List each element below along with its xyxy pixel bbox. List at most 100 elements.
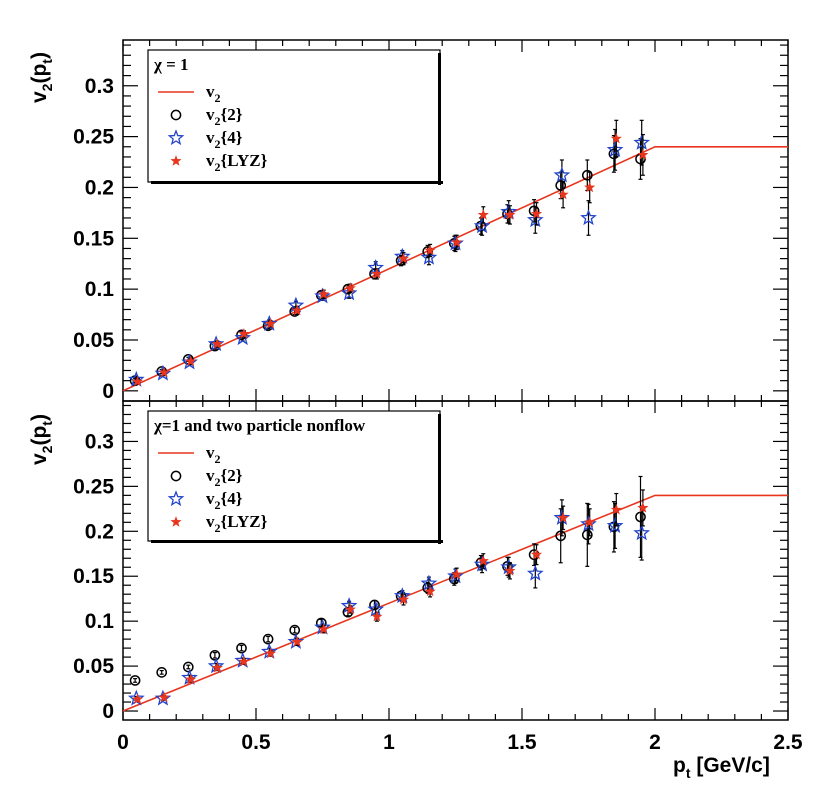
- bottom-v2-lyz-point: [371, 610, 383, 622]
- top-legend-shadow: [438, 53, 441, 185]
- top-v2-4-point: [580, 209, 597, 226]
- top-legend-box: [147, 49, 441, 183]
- bottom-v2-lyz-point: [264, 647, 277, 659]
- bottom-v2-lyz-point: [344, 603, 356, 615]
- top-y-tick-label: 0.3: [85, 75, 114, 98]
- x-tick-label: 2: [649, 731, 661, 754]
- top-v2-lyz-point: [477, 209, 489, 220]
- bottom-v2-lyz-point: [504, 564, 516, 576]
- x-tick-label: 1.5: [507, 731, 537, 754]
- bottom-legend-label: v2: [206, 443, 221, 466]
- bottom-legend-marker: [167, 490, 185, 507]
- bottom-v2-lyz-point: [530, 548, 543, 560]
- top-v2-4-point: [367, 258, 385, 275]
- bottom-v2-2-point: [262, 633, 274, 645]
- bottom-v2-2-point: [555, 530, 567, 542]
- top-v2-lyz-point: [158, 366, 170, 378]
- bottom-v2-lyz-point: [424, 585, 436, 597]
- bottom-v2-2-point: [369, 599, 380, 611]
- bottom-legend-label: v2{2}: [206, 466, 243, 489]
- bottom-v2-lyz-point: [238, 655, 250, 667]
- bottom-v2-lyz-point: [291, 635, 303, 647]
- top-v2-lyz-point: [264, 317, 277, 329]
- top-v2-lyz-point: [424, 244, 436, 256]
- top-v2-4-point: [633, 133, 651, 150]
- top-v2-lyz-point: [318, 288, 330, 299]
- bottom-v2-lyz-point: [158, 691, 170, 703]
- bottom-v2-lyz-point: [637, 502, 649, 513]
- top-legend-title: χ = 1: [153, 55, 189, 74]
- bottom-legend-shadow: [151, 540, 443, 543]
- top-y-tick-label: 0: [102, 380, 114, 403]
- top-legend-shadow: [151, 181, 443, 184]
- top-v2-4-point: [473, 217, 491, 234]
- top-v2-4-point: [553, 166, 571, 183]
- x-axis-title: pt [GeV/c]: [673, 754, 770, 781]
- bottom-v2-2-point: [156, 667, 168, 678]
- top-y-tick-label: 0.1: [85, 278, 115, 301]
- bottom-v2-lyz-point: [397, 593, 410, 605]
- top-v2-lyz-point: [185, 355, 197, 367]
- bottom-v2-lyz-point: [131, 693, 144, 705]
- bottom-plot-frame: [122, 400, 789, 721]
- top-v2-lyz-point: [557, 188, 569, 200]
- bottom-legend-shadow: [438, 414, 441, 544]
- x-tick-label: 0.5: [241, 731, 271, 754]
- bottom-panel: 0 0.05 0.1 0.15 0.2 0.25 0.3 0 0.5 1 1.5 2 2.5 χ=1 an…: [73, 400, 803, 754]
- top-legend-marker: [167, 129, 185, 146]
- bottom-v2-2-point: [289, 624, 301, 636]
- top-v2-lyz-point: [344, 282, 356, 293]
- top-legend-label: v2{4}: [206, 128, 243, 151]
- bottom-v2-lyz-point: [318, 623, 330, 634]
- bottom-v2-lyz-point: [185, 673, 197, 685]
- x-tick-label: 1: [383, 731, 395, 754]
- bottom-v2-lyz-point: [451, 568, 463, 580]
- bottom-y-tick-label: 0.05: [73, 655, 114, 678]
- top-v2-lyz-point: [584, 181, 596, 193]
- top-v2-lyz-point: [238, 328, 250, 339]
- x-tick-label: 2.5: [773, 731, 803, 754]
- top-v2-4-point: [420, 248, 438, 265]
- bottom-legend-marker: [170, 470, 182, 482]
- bottom-y-axis-title: v2(pt): [28, 414, 55, 465]
- top-panel: 0 0.05 0.1 0.15 0.2 0.25 0.3 χ = 1 v2v2{2}v2{4}v…: [73, 39, 789, 403]
- bottom-v2-lyz-point: [610, 503, 622, 515]
- top-y-axis-title: v2(pt): [28, 52, 55, 103]
- bottom-v2-2-point: [209, 649, 221, 661]
- bottom-v2-4-point: [606, 517, 624, 534]
- top-v2-lyz-point: [451, 236, 463, 248]
- bottom-legend-title: χ=1 and two particle nonflow: [153, 416, 366, 435]
- bottom-y-tick-label: 0.2: [85, 520, 114, 543]
- bottom-v2-4-point: [633, 524, 651, 541]
- x-tick-label: 0: [117, 731, 129, 754]
- bottom-v2-2-point: [182, 661, 194, 673]
- top-legend-label: v2{LYZ}: [206, 151, 268, 174]
- top-y-tick-label: 0.15: [73, 227, 114, 250]
- top-v2-lyz-point: [504, 209, 516, 220]
- top-v2-2-point: [581, 169, 593, 181]
- top-v2-4-point: [234, 329, 252, 346]
- bottom-legend-box: [147, 410, 441, 542]
- top-y-tick-label: 0.2: [85, 176, 114, 199]
- top-v2-lyz-point: [397, 252, 410, 264]
- bottom-y-tick-label: 0.15: [73, 565, 114, 588]
- top-legend-marker: [170, 155, 182, 166]
- bottom-legend-label: v2{4}: [206, 489, 243, 512]
- top-v2-4-point: [340, 284, 358, 301]
- top-v2-lyz-point: [371, 268, 383, 279]
- top-v2-lyz-point: [530, 208, 543, 219]
- bottom-legend-marker: [170, 516, 182, 527]
- bottom-v2-lyz-point: [584, 516, 596, 528]
- bottom-v2-4-point: [526, 564, 544, 581]
- top-v2-4-point: [526, 211, 544, 228]
- top-v2-4-point: [606, 141, 624, 157]
- bottom-y-tick-label: 0.1: [85, 610, 115, 633]
- top-y-tick-label: 0.05: [73, 329, 114, 352]
- top-legend-label: v2: [206, 82, 221, 105]
- bottom-v2-2-point: [581, 529, 593, 541]
- top-v2-lyz-point: [610, 132, 622, 144]
- top-v2-lyz-point: [211, 338, 223, 349]
- bottom-v2-2-point: [635, 511, 646, 523]
